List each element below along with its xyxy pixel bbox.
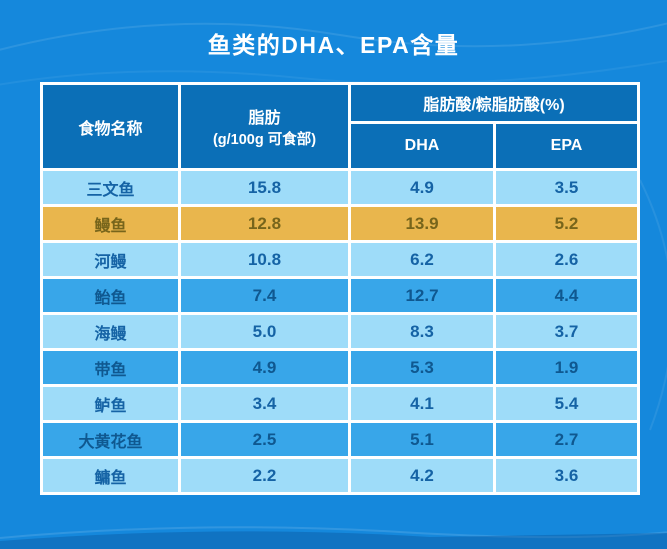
fish-name-cell: 鳙鱼: [40, 456, 181, 495]
fish-name-cell: 海鳗: [40, 312, 181, 351]
epa-cell: 5.2: [493, 204, 640, 243]
epa-cell: 3.5: [493, 168, 640, 207]
fat-cell: 4.9: [178, 348, 351, 387]
fat-cell: 12.8: [178, 204, 351, 243]
dha-cell: 12.7: [348, 276, 496, 315]
epa-cell: 5.4: [493, 384, 640, 423]
dha-cell: 5.3: [348, 348, 496, 387]
fish-name-cell: 鲈鱼: [40, 384, 181, 423]
table-row-highlighted: 鳗鱼 12.8 13.9 5.2: [40, 204, 640, 243]
header-fatty-acid-group: 脂肪酸/粽脂肪酸(%): [348, 82, 640, 124]
header-dha: DHA: [348, 121, 496, 171]
epa-cell: 4.4: [493, 276, 640, 315]
fat-cell: 2.5: [178, 420, 351, 459]
fish-name-cell: 带鱼: [40, 348, 181, 387]
header-food-name: 食物名称: [40, 82, 181, 171]
fat-cell: 10.8: [178, 240, 351, 279]
dha-cell: 8.3: [348, 312, 496, 351]
header-epa: EPA: [493, 121, 640, 171]
table-header: 食物名称 脂肪 (g/100g 可食部) 脂肪酸/粽脂肪酸(%) DHA EPA: [40, 82, 640, 171]
fat-cell: 2.2: [178, 456, 351, 495]
table-row: 鲈鱼 3.4 4.1 5.4: [40, 384, 640, 423]
header-fat-unit: (g/100g 可食部): [212, 132, 317, 148]
table-row: 海鳗 5.0 8.3 3.7: [40, 312, 640, 351]
dha-cell: 6.2: [348, 240, 496, 279]
page-title: 鱼类的DHA、EPA含量: [207, 32, 460, 58]
table-row: 鲐鱼 7.4 12.7 4.4: [40, 276, 640, 315]
fish-name-cell: 三文鱼: [40, 168, 181, 207]
header-fat: 脂肪 (g/100g 可食部): [178, 82, 351, 171]
epa-cell: 1.9: [493, 348, 640, 387]
dha-cell: 5.1: [348, 420, 496, 459]
epa-cell: 2.7: [493, 420, 640, 459]
table-row: 带鱼 4.9 5.3 1.9: [40, 348, 640, 387]
dha-cell: 4.1: [348, 384, 496, 423]
epa-cell: 3.6: [493, 456, 640, 495]
header-fat-label: 脂肪: [248, 110, 281, 127]
fat-cell: 5.0: [178, 312, 351, 351]
fat-cell: 7.4: [178, 276, 351, 315]
epa-cell: 2.6: [493, 240, 640, 279]
dha-epa-table: 食物名称 脂肪 (g/100g 可食部) 脂肪酸/粽脂肪酸(%) DHA EPA…: [40, 82, 640, 495]
fat-cell: 3.4: [178, 384, 351, 423]
table-row: 三文鱼 15.8 4.9 3.5: [40, 168, 640, 207]
dha-cell: 13.9: [348, 204, 496, 243]
fish-name-cell: 鲐鱼: [40, 276, 181, 315]
table-row: 鳙鱼 2.2 4.2 3.6: [40, 456, 640, 495]
fish-name-cell: 鳗鱼: [40, 204, 181, 243]
dha-cell: 4.9: [348, 168, 496, 207]
table-row: 河鳗 10.8 6.2 2.6: [40, 240, 640, 279]
epa-cell: 3.7: [493, 312, 640, 351]
fish-name-cell: 河鳗: [40, 240, 181, 279]
dha-cell: 4.2: [348, 456, 496, 495]
table-row: 大黄花鱼 2.5 5.1 2.7: [40, 420, 640, 459]
fat-cell: 15.8: [178, 168, 351, 207]
fish-name-cell: 大黄花鱼: [40, 420, 181, 459]
